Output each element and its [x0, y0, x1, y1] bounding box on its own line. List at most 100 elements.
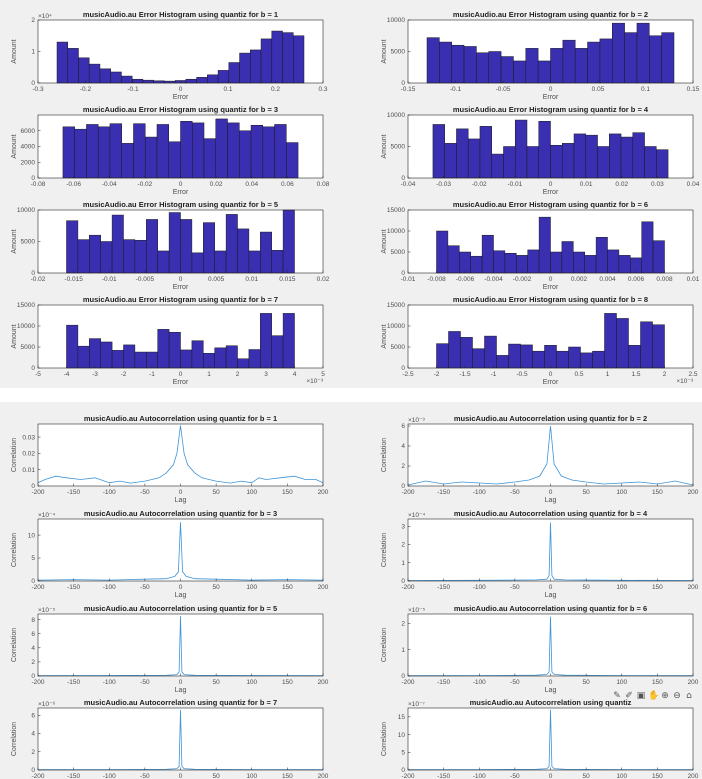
x-tick-label: -200 [31, 584, 44, 591]
histogram-bar [121, 143, 134, 179]
axes-toolbar[interactable]: ✎ ✐ ▣ ✋ ⊕ ⊖ ⌂ [612, 690, 694, 702]
x-tick-label: -100 [103, 679, 116, 686]
x-axis-label: Lag [175, 687, 187, 694]
histogram-bar [514, 119, 528, 179]
x-axis-label: Error [543, 284, 559, 291]
histogram-bar [620, 136, 634, 179]
x-tick-label: 0.08 [317, 181, 330, 188]
x-tick-label: -50 [510, 773, 520, 779]
histogram-bar [237, 358, 250, 369]
y-tick-label: 2000 [21, 159, 36, 166]
plot-area [38, 424, 323, 486]
x-tick-label: -0.006 [456, 276, 475, 283]
x-axis-label: Error [173, 94, 189, 101]
histogram-bar [111, 350, 124, 369]
y-tick-label: 10000 [387, 112, 405, 119]
pan-icon[interactable]: ✋ [648, 691, 660, 701]
histogram-bar [562, 143, 575, 179]
x-tick-label: 100 [616, 584, 627, 591]
histogram-bar [612, 22, 625, 84]
x-tick-label: 1 [606, 371, 610, 378]
histogram-bar [286, 142, 299, 179]
zoom-in-icon[interactable]: ⊕ [661, 691, 669, 701]
histogram-bar [609, 133, 622, 179]
y-tick-label: 5000 [21, 344, 36, 351]
y-tick-label: 2 [31, 17, 35, 24]
brush-icon[interactable]: ✐ [625, 691, 633, 701]
y-exponent: ×10⁻³ [408, 417, 425, 424]
x-tick-label: -3 [92, 371, 98, 378]
histogram-bar [459, 251, 471, 274]
axes-6: -0.01 -0.008 -0.006 -0.004 -0.002 0 0.002 0.004… [381, 200, 700, 291]
x-tick-label: -50 [140, 584, 150, 591]
datatip-icon[interactable]: ▣ [636, 691, 646, 701]
x-tick-label: 100 [246, 584, 257, 591]
histogram-bar [109, 123, 122, 179]
x-tick-label: -5 [35, 371, 41, 378]
histogram-bar [239, 130, 252, 179]
x-tick-label: -200 [31, 773, 44, 779]
axes-title: musicAudio.au Error Histogram using quan… [453, 295, 648, 304]
y-tick-label: 15000 [387, 302, 405, 309]
histogram-bar [227, 122, 240, 179]
x-tick-label: 200 [688, 584, 699, 591]
x-tick-label: 100 [246, 679, 257, 686]
y-tick-label: 6000 [21, 128, 36, 135]
histogram-bar [526, 146, 539, 179]
x-tick-label: 100 [616, 679, 627, 686]
figure-gap [0, 388, 702, 402]
x-tick-label: 0 [179, 276, 183, 283]
x-tick-label: 100 [246, 773, 257, 779]
histogram-bar [432, 124, 445, 179]
x-tick-label: 0.3 [318, 86, 327, 93]
histogram-bar [225, 214, 238, 274]
histogram-bar [562, 39, 576, 84]
x-tick-label: -0.008 [427, 276, 446, 283]
histogram-bar [185, 78, 197, 84]
x-tick-label: -200 [401, 489, 414, 496]
histogram-bar [215, 118, 228, 179]
home-icon[interactable]: ⌂ [686, 691, 692, 701]
y-tick-label: 5000 [391, 344, 406, 351]
x-tick-label: 0.008 [656, 276, 673, 283]
histogram-bar [460, 337, 473, 369]
edit-icon[interactable]: ✎ [613, 691, 621, 701]
zoom-out-icon[interactable]: ⊖ [673, 691, 681, 701]
x-tick-label: 0.01 [687, 276, 700, 283]
x-tick-label: 5 [321, 371, 325, 378]
y-axis-label: Amount [11, 229, 18, 253]
histogram-bar [520, 344, 533, 369]
histogram-bar [260, 38, 273, 84]
x-axis-label: Error [173, 284, 189, 291]
y-tick-label: 1 [401, 560, 405, 567]
y-axis-label: Amount [381, 134, 388, 158]
correlation-line [37, 425, 324, 484]
histogram-bar [436, 230, 449, 274]
histogram-bar [192, 122, 205, 179]
y-exponent: ×10⁻⁴ [408, 512, 425, 519]
histogram-bar [153, 80, 165, 84]
histogram-bar [592, 350, 605, 369]
axes-title: musicAudio.au Error Histogram using quan… [453, 105, 649, 114]
x-tick-label: 0 [179, 584, 183, 591]
x-tick-label: 200 [688, 773, 699, 779]
x-tick-label: -200 [401, 773, 414, 779]
histogram-bar [568, 346, 581, 369]
histogram-bar [62, 126, 75, 179]
y-exponent: ×10⁻⁵ [38, 607, 55, 614]
axes-title: musicAudio.au Error Histogram using quan… [83, 105, 278, 114]
x-axis-label: Error [543, 189, 559, 196]
x-tick-label: -150 [437, 584, 450, 591]
y-axis-label: Amount [381, 324, 388, 348]
x-tick-label: -50 [510, 679, 520, 686]
x-tick-label: 1 [207, 371, 211, 378]
histogram-bar [180, 349, 193, 369]
histogram-bar [426, 37, 440, 84]
x-tick-label: 100 [616, 773, 627, 779]
histogram-bar [110, 71, 122, 84]
x-tick-label: -150 [67, 584, 80, 591]
x-axis-label: Error [543, 379, 559, 386]
x-tick-label: -4 [64, 371, 70, 378]
x-axis-label: Lag [545, 497, 557, 504]
